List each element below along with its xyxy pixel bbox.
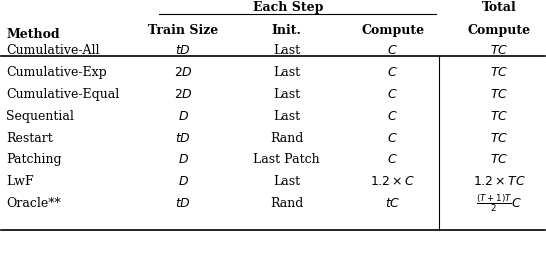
Text: Last Patch: Last Patch	[253, 153, 320, 166]
Text: $tD$: $tD$	[175, 44, 191, 57]
Text: $2D$: $2D$	[174, 88, 193, 101]
Text: Sequential: Sequential	[6, 110, 74, 123]
Text: $TC$: $TC$	[490, 110, 508, 123]
Text: Patching: Patching	[6, 153, 62, 166]
Text: Last: Last	[273, 88, 300, 101]
Text: $C$: $C$	[388, 44, 398, 57]
Text: $C$: $C$	[388, 110, 398, 123]
Text: $tD$: $tD$	[175, 197, 191, 210]
Text: $C$: $C$	[388, 66, 398, 79]
Text: $D$: $D$	[177, 175, 189, 188]
Text: Init.: Init.	[272, 24, 301, 37]
Text: Cumulative-All: Cumulative-All	[6, 44, 99, 57]
Text: Oracle**: Oracle**	[6, 197, 61, 210]
Text: Method: Method	[6, 28, 60, 41]
Text: LwF: LwF	[6, 175, 34, 188]
Text: $1.2 \times C$: $1.2 \times C$	[370, 175, 416, 188]
Text: Cumulative-Equal: Cumulative-Equal	[6, 88, 120, 101]
Text: $TC$: $TC$	[490, 153, 508, 166]
Text: Cumulative-Exp: Cumulative-Exp	[6, 66, 107, 79]
Text: $C$: $C$	[388, 153, 398, 166]
Text: Restart: Restart	[6, 132, 53, 145]
Text: $2D$: $2D$	[174, 66, 193, 79]
Text: $TC$: $TC$	[490, 66, 508, 79]
Text: $D$: $D$	[177, 110, 189, 123]
Text: $1.2 \times TC$: $1.2 \times TC$	[472, 175, 525, 188]
Text: Each Step: Each Step	[253, 1, 323, 14]
Text: Compute: Compute	[467, 24, 531, 37]
Text: $TC$: $TC$	[490, 132, 508, 145]
Text: Rand: Rand	[270, 197, 303, 210]
Text: $C$: $C$	[388, 88, 398, 101]
Text: Total: Total	[482, 1, 517, 14]
Text: Compute: Compute	[361, 24, 424, 37]
Text: Last: Last	[273, 175, 300, 188]
Text: $\frac{(T+1)T}{2}C$: $\frac{(T+1)T}{2}C$	[476, 193, 522, 215]
Text: $TC$: $TC$	[490, 88, 508, 101]
Text: $D$: $D$	[177, 153, 189, 166]
Text: Rand: Rand	[270, 132, 303, 145]
Text: $TC$: $TC$	[490, 44, 508, 57]
Text: $tC$: $tC$	[385, 197, 401, 210]
Text: $C$: $C$	[388, 132, 398, 145]
Text: Last: Last	[273, 110, 300, 123]
Text: Last: Last	[273, 44, 300, 57]
Text: $tD$: $tD$	[175, 132, 191, 145]
Text: Last: Last	[273, 66, 300, 79]
Text: Train Size: Train Size	[148, 24, 218, 37]
